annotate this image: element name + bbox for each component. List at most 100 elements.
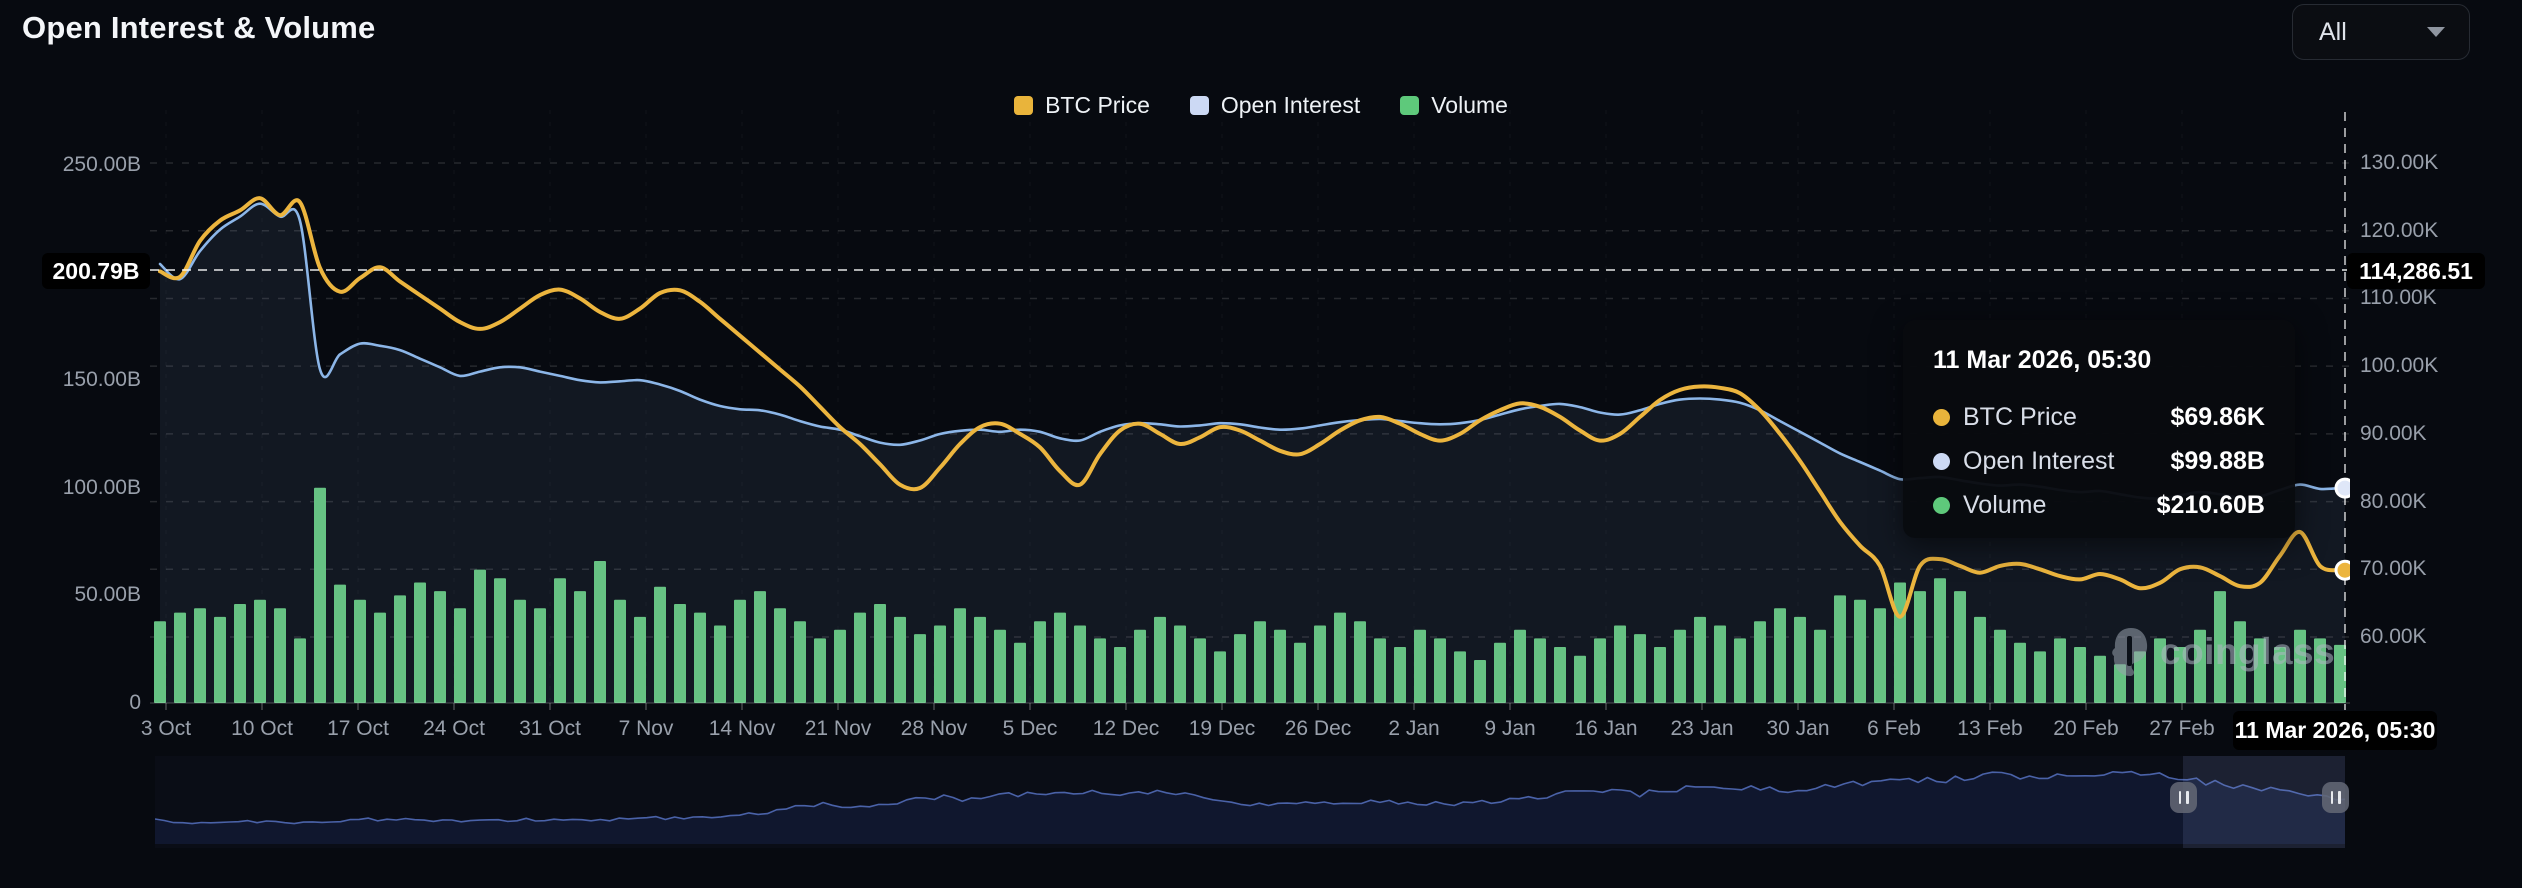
volume-bar [1174,625,1186,703]
volume-bar [1974,616,1986,703]
volume-bar [1714,625,1726,703]
tooltip-series-label: Open Interest [1963,447,2115,475]
tooltip-row: BTC Price $69.86K [1933,403,2265,432]
dropdown-selected-value: All [2319,17,2347,46]
volume-bar [1634,634,1646,703]
volume-bar [934,625,946,703]
x-axis-tick-label: 14 Nov [708,717,776,740]
volume-bar [174,612,186,703]
navigator-chart[interactable] [155,756,2345,848]
volume-bar [1994,629,2006,703]
volume-bar [1334,612,1346,703]
volume-bar [1534,638,1546,703]
volume-bars [154,487,2346,703]
navigator-handle-right[interactable] [2322,782,2349,813]
volume-bar [334,584,346,703]
volume-bar [2134,651,2146,703]
tooltip-series-label: BTC Price [1963,403,2077,431]
volume-bar [1834,595,1846,703]
volume-bar [694,612,706,703]
volume-bar [2154,638,2166,703]
volume-bar [414,582,426,703]
volume-bar [214,616,226,703]
right-axis-tick-label: 60.00K [2360,625,2427,648]
volume-bar [1814,629,1826,703]
volume-bar [2294,629,2306,703]
volume-bar [914,634,926,703]
volume-bar [254,599,266,703]
oi-area [160,203,2345,703]
legend-item-label: Open Interest [1220,92,1361,118]
left-axis-hover-label: 200.79B [42,253,150,289]
volume-bar [1114,647,1126,703]
volume-bar [1914,591,1926,703]
volume-bar [1874,608,1886,703]
navigator-line [155,770,2345,825]
volume-bar [1354,621,1366,703]
x-axis-tick-label: 17 Oct [327,717,389,740]
volume-bar [394,595,406,703]
time-range-dropdown[interactable]: All [2292,4,2470,60]
volume-bar [234,604,246,703]
volume-bar [1614,625,1626,703]
navigator-area [155,771,2345,844]
volume-bar [654,586,666,703]
x-axis-tick-label: 13 Feb [1957,717,2023,740]
btc-price-swatch-icon [1014,96,1034,115]
volume-bar [1594,638,1606,703]
volume-bar [2034,651,2046,703]
volume-bar [614,599,626,703]
volume-bar [474,569,486,703]
right-axis-hover-label: 114,286.51 [2347,253,2485,289]
left-axis-tick-label: 250.00B [62,153,141,176]
volume-bar [154,621,166,703]
volume-bar [1454,651,1466,703]
legend-item-btc-price[interactable]: BTC Price [1014,92,1150,119]
legend-item-volume[interactable]: Volume [1400,92,1508,119]
open-interest-swatch-icon [1189,96,1209,115]
left-axis-tick-label: 100.00B [62,475,141,499]
x-axis-tick-label: 20 Feb [2053,717,2119,740]
volume-bar [1794,616,1806,703]
tooltip: 11 Mar 2026, 05:30 BTC Price $69.86K Ope… [1903,320,2295,538]
x-axis-tick-label: 30 Jan [1766,717,1830,740]
x-axis-tick-label: 28 Nov [900,717,968,740]
navigator-handle-left[interactable] [2170,782,2197,813]
volume-bar [1954,591,1966,703]
open-interest-dot-icon [1933,453,1950,470]
tooltip-series-value: $69.86K [2170,403,2265,431]
tooltip-title: 11 Mar 2026, 05:30 [1933,346,2152,374]
volume-bar [1854,599,1866,703]
x-axis-tick-label: 5 Dec [1002,717,1058,740]
volume-bar [2094,655,2106,703]
tooltip-row: Volume $210.60B [1933,491,2265,520]
volume-bar [674,604,686,703]
page-title: Open Interest & Volume [22,10,376,45]
volume-bar [1214,651,1226,703]
tooltip-series-value: $210.60B [2156,491,2265,519]
x-axis-tick-label: 24 Oct [423,717,485,740]
volume-bar [734,599,746,703]
volume-bar [714,625,726,703]
x-axis-tick-label: 9 Jan [1484,717,1536,740]
volume-bar [194,608,206,703]
volume-bar [1074,625,1086,703]
volume-bar [1254,621,1266,703]
volume-bar [1394,647,1406,703]
volume-bar [2194,629,2206,703]
plot-area[interactable] [150,110,2350,710]
volume-bar [1494,642,1506,703]
x-axis-tick-label: 12 Dec [1092,717,1160,740]
volume-bar [594,561,606,703]
volume-bar [794,621,806,703]
legend-item-open-interest[interactable]: Open Interest [1189,92,1361,119]
btc-line [158,196,2347,619]
left-axis-tick-label: 0 [129,691,141,714]
x-axis-tick-label: 19 Dec [1188,717,1256,740]
btc-price-dot-icon [1933,409,1950,426]
right-axis-tick-label: 130.00K [2360,151,2439,175]
volume-bar [1134,629,1146,703]
volume-bar [354,599,366,703]
volume-bar [1274,629,1286,703]
navigator-selection[interactable] [2183,756,2345,848]
